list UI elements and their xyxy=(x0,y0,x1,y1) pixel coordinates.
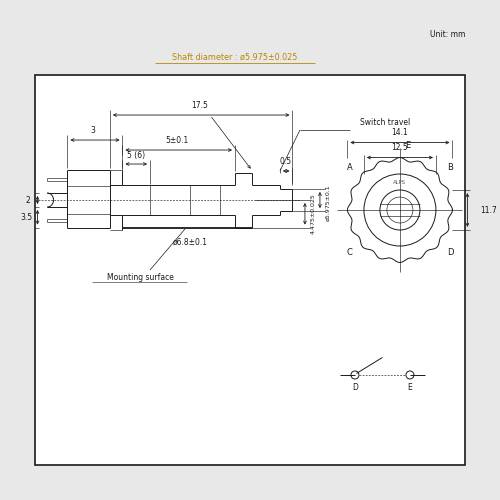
Text: 3.5: 3.5 xyxy=(20,213,32,222)
Text: Unit: mm: Unit: mm xyxy=(430,30,465,39)
Text: D: D xyxy=(352,383,358,392)
Text: 5±0.1: 5±0.1 xyxy=(166,136,189,144)
Text: Shaft diameter : ø5.975±0.025: Shaft diameter : ø5.975±0.025 xyxy=(172,53,298,62)
Text: Mounting surface: Mounting surface xyxy=(106,273,174,282)
Text: 17.5: 17.5 xyxy=(192,100,208,110)
Text: 3: 3 xyxy=(90,126,95,134)
Text: Switch travel: Switch travel xyxy=(360,118,410,127)
Text: 0.5: 0.5 xyxy=(280,156,292,166)
Text: D: D xyxy=(446,248,453,257)
Text: 14.1: 14.1 xyxy=(392,128,408,137)
Text: B: B xyxy=(447,163,453,172)
Text: E: E xyxy=(405,140,410,149)
Text: 4.475±0.025: 4.475±0.025 xyxy=(311,194,316,234)
Text: 11.7: 11.7 xyxy=(480,206,496,214)
Text: 2: 2 xyxy=(25,196,30,204)
Text: 12.5: 12.5 xyxy=(392,143,408,152)
Text: C: C xyxy=(347,248,353,257)
Text: ø6.8±0.1: ø6.8±0.1 xyxy=(172,238,208,247)
Text: ø5.975±0.1: ø5.975±0.1 xyxy=(326,184,331,221)
Text: A: A xyxy=(347,163,353,172)
Text: ALPS: ALPS xyxy=(394,180,406,185)
Text: 5 (6): 5 (6) xyxy=(128,150,146,160)
Text: E: E xyxy=(408,383,412,392)
